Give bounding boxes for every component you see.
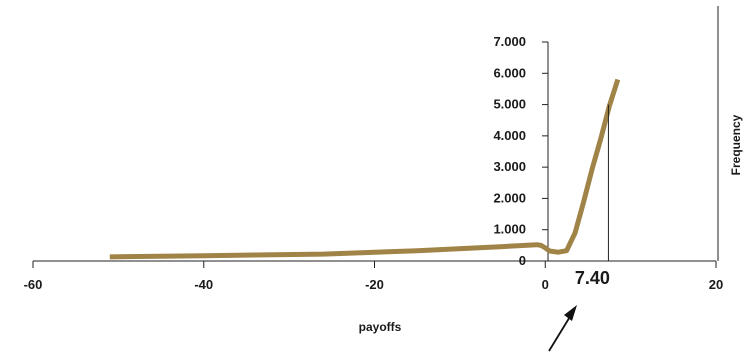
y-tick-label: 7.000 bbox=[493, 34, 526, 49]
y-tick-label: 5.000 bbox=[493, 97, 526, 112]
pointer-arrow-shaft bbox=[548, 314, 572, 352]
marker-label: 7.40 bbox=[575, 268, 610, 288]
y-axis-title: Frequency bbox=[729, 114, 743, 175]
y-tick-label: 3.000 bbox=[493, 159, 526, 174]
x-tick-label: 0 bbox=[542, 277, 549, 292]
series-layer bbox=[109, 78, 621, 260]
annotation-layer: 7.40 bbox=[548, 104, 610, 352]
x-tick-label: -20 bbox=[365, 277, 384, 292]
y-tick-label: 1.000 bbox=[493, 222, 526, 237]
x-axis-title: payoffs bbox=[359, 320, 402, 334]
y-tick-label: 6.000 bbox=[493, 65, 526, 80]
y-tick-label: 2.000 bbox=[493, 190, 526, 205]
y-tick-label: 4.000 bbox=[493, 128, 526, 143]
x-tick-label: 20 bbox=[709, 277, 723, 292]
series-line bbox=[109, 78, 621, 260]
x-axis: -60 -40 -20 0 20 bbox=[24, 260, 723, 292]
y-axis: 0 1.000 2.000 3.000 4.000 5.000 6.000 7.000 bbox=[493, 34, 549, 268]
pointer-arrow-head bbox=[564, 305, 577, 321]
x-tick-label: -60 bbox=[24, 277, 43, 292]
y-tick-label: 0 bbox=[519, 253, 526, 268]
x-tick-label: -40 bbox=[194, 277, 213, 292]
